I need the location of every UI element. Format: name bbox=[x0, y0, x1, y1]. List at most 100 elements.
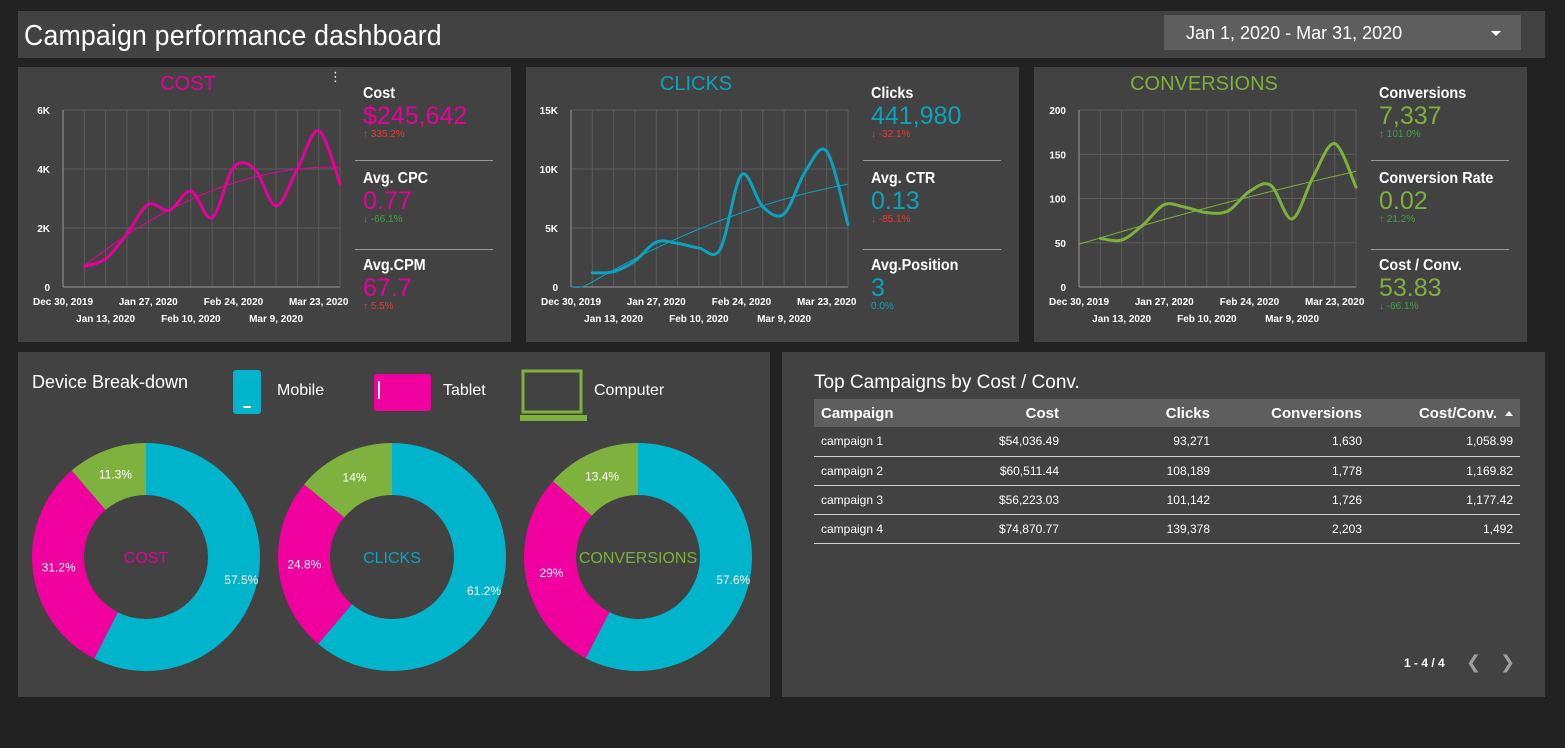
x-tick-label: Dec 30, 2019 bbox=[33, 297, 93, 308]
date-range-picker[interactable]: Jan 1, 2020 - Mar 31, 2020 bbox=[1164, 15, 1521, 50]
table-cell: 101,142 bbox=[1066, 485, 1217, 515]
clicks-trendline bbox=[570, 183, 849, 288]
clicks-data-point bbox=[782, 212, 786, 216]
metric-label: Avg.CPM bbox=[363, 257, 426, 274]
clicks-data-point bbox=[718, 247, 722, 251]
y-tick-label: 100 bbox=[1049, 195, 1066, 206]
cost-chart-title: COST bbox=[160, 73, 216, 95]
arrow-down-icon: ↓ bbox=[363, 214, 371, 225]
slice-percent-label: 14% bbox=[343, 470, 367, 484]
metric-label: Avg. CPC bbox=[363, 170, 429, 187]
cost-data-point bbox=[189, 189, 193, 193]
cost-data-point bbox=[210, 216, 214, 220]
metric-delta: ↓ -32.1% bbox=[871, 129, 911, 140]
table-cell: $74,870.77 bbox=[954, 514, 1066, 544]
y-tick-label: 200 bbox=[1049, 106, 1066, 117]
x-tick-label: Mar 9, 2020 bbox=[249, 314, 303, 325]
y-tick-label: 0 bbox=[44, 283, 50, 294]
slice-percent-label: 29% bbox=[539, 566, 563, 580]
cost-slice-tablet[interactable] bbox=[31, 470, 118, 659]
cost-data-point bbox=[104, 257, 108, 261]
metric-value: 0.77 bbox=[363, 187, 412, 215]
conversions-slice-computer[interactable] bbox=[552, 443, 638, 516]
next-page-icon[interactable]: ❯ bbox=[1500, 652, 1516, 672]
cost-data-point bbox=[82, 264, 86, 268]
metric-delta: ↓ -66.1% bbox=[363, 214, 403, 225]
conversions-data-point bbox=[1247, 189, 1251, 193]
y-tick-label: 0 bbox=[552, 283, 558, 294]
tablet-icon bbox=[374, 374, 431, 411]
cost-slice-computer[interactable] bbox=[71, 443, 146, 510]
table-row[interactable]: campaign 3 $56,223.03 101,142 1,726 1,177.42 bbox=[814, 485, 1520, 515]
sort-ascending-icon[interactable] bbox=[1505, 411, 1513, 417]
clicks-metric-0: Clicks 441,980 ↓ -32.1% bbox=[871, 85, 961, 140]
clicks-data-point bbox=[697, 246, 701, 250]
clicks-data-point bbox=[739, 173, 743, 177]
campaign-table-panel: Top Campaigns by Cost / Conv. Campaign C… bbox=[782, 352, 1545, 697]
conversions-data-point bbox=[1098, 236, 1102, 240]
previous-page-icon[interactable]: ❮ bbox=[1466, 652, 1482, 672]
metric-value: 441,980 bbox=[871, 102, 962, 130]
cost-data-point bbox=[295, 167, 299, 171]
column-header-clicks[interactable]: Clicks bbox=[1066, 399, 1217, 427]
clicks-data-point bbox=[825, 149, 829, 153]
x-tick-label: Jan 13, 2020 bbox=[584, 314, 643, 325]
table-row[interactable]: campaign 1 $54,036.49 93,271 1,630 1,058.99 bbox=[814, 427, 1520, 457]
y-tick-label: 6K bbox=[37, 106, 51, 117]
table-cell: 1,778 bbox=[1217, 456, 1369, 486]
arrow-up-icon: ↑ bbox=[363, 129, 371, 140]
table-cell: 139,378 bbox=[1066, 514, 1217, 544]
clicks-kpi-panel: CLICKS 0 5K 10K 15K Dec 30, 2019 Jan 27, 2020 F… bbox=[526, 67, 1019, 342]
more-options-icon[interactable]: ⋮ bbox=[329, 69, 342, 84]
conversions-slice-mobile[interactable] bbox=[585, 443, 752, 671]
x-tick-label: Jan 13, 2020 bbox=[1092, 314, 1151, 325]
table-cell: campaign 2 bbox=[814, 456, 954, 486]
slice-percent-label: 11.3% bbox=[99, 467, 132, 481]
y-tick-label: 2K bbox=[37, 224, 51, 235]
device-breakdown-panel: Device Break-down Mobile Tablet Computer… bbox=[18, 352, 770, 697]
cost-slice-mobile[interactable] bbox=[94, 443, 260, 671]
conversions-data-point bbox=[1141, 223, 1145, 227]
table-row[interactable]: campaign 2 $60,511.44 108,189 1,778 1,169.82 bbox=[814, 456, 1520, 486]
column-header-conversions[interactable]: Conversions bbox=[1217, 399, 1369, 427]
clicks-data-point bbox=[846, 222, 850, 226]
clicks-data-point bbox=[803, 169, 807, 173]
chevron-down-icon[interactable] bbox=[1491, 31, 1501, 36]
conversions-data-point bbox=[1354, 185, 1358, 189]
conversions-data-point bbox=[1290, 217, 1294, 221]
table-cell: 2,203 bbox=[1217, 514, 1369, 544]
conversions-data-point bbox=[1311, 174, 1315, 178]
table-row[interactable]: campaign 4 $74,870.77 139,378 2,203 1,492 bbox=[814, 514, 1520, 544]
cost-data-point bbox=[146, 202, 150, 206]
x-tick-label: Mar 9, 2020 bbox=[757, 314, 811, 325]
x-tick-label: Feb 24, 2020 bbox=[1220, 297, 1280, 308]
x-tick-label: Feb 10, 2020 bbox=[1177, 314, 1237, 325]
slice-percent-label: 31.2% bbox=[42, 560, 76, 574]
metric-divider bbox=[355, 160, 493, 161]
clicks-data-point bbox=[654, 240, 658, 244]
column-header-cost-per-conv[interactable]: Cost/Conv. bbox=[1369, 399, 1520, 427]
clicks-metric-1: Avg. CTR 0.13 ↓ -85.1% bbox=[871, 170, 942, 225]
table-cell: campaign 1 bbox=[814, 427, 954, 457]
arrow-up-icon: ↑ bbox=[1379, 214, 1387, 225]
cost-data-point bbox=[317, 129, 321, 133]
y-tick-label: 10K bbox=[540, 165, 559, 176]
clicks-slice-mobile[interactable] bbox=[318, 443, 506, 671]
metric-label: Conversion Rate bbox=[1379, 170, 1494, 187]
table-cell: 1,177.42 bbox=[1369, 485, 1520, 515]
metric-label: Avg. CTR bbox=[871, 170, 936, 187]
conversions-data-point bbox=[1333, 142, 1337, 146]
campaign-table-title: Top Campaigns by Cost / Conv. bbox=[814, 372, 1080, 393]
clicks-line-chart: 0 5K 10K 15K Dec 30, 2019 Jan 27, 2020 Feb 24,… bbox=[540, 106, 857, 325]
metric-divider bbox=[1371, 249, 1509, 250]
arrow-down-icon: ↓ bbox=[871, 214, 879, 225]
metric-label: Avg.Position bbox=[871, 257, 959, 274]
clicks-slice-tablet[interactable] bbox=[277, 484, 352, 644]
clicks-data-point bbox=[761, 205, 765, 209]
clicks-slice-computer[interactable] bbox=[304, 443, 392, 518]
column-header-cost[interactable]: Cost bbox=[954, 399, 1066, 427]
conversions-slice-tablet[interactable] bbox=[524, 481, 610, 659]
column-header-campaign[interactable]: Campaign bbox=[814, 399, 954, 427]
table-cell: $54,036.49 bbox=[954, 427, 1066, 457]
pagination-text: 1 - 4 / 4 bbox=[1404, 656, 1445, 670]
